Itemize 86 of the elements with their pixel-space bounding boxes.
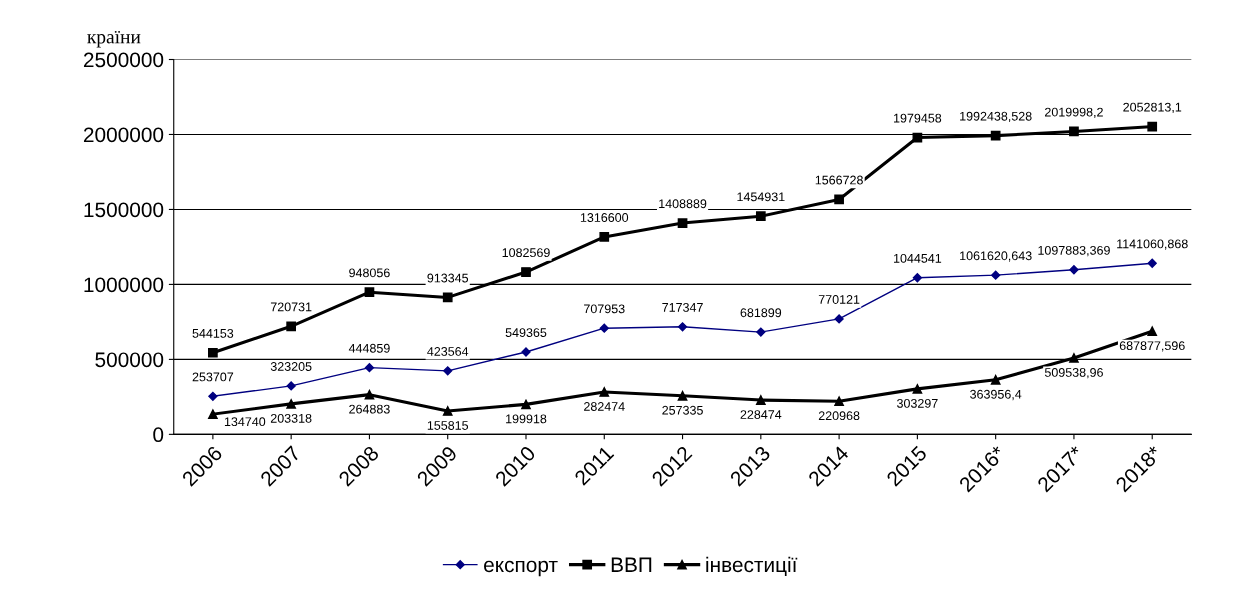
data-label: 1979458 <box>894 113 942 123</box>
data-label: 199918 <box>506 414 547 424</box>
data-label: 1141060,868 <box>1117 239 1188 250</box>
point <box>364 363 375 373</box>
point <box>834 396 844 407</box>
point <box>521 399 531 410</box>
data-label: 155815 <box>427 421 469 430</box>
point <box>677 322 688 332</box>
legend-label: ВВП <box>611 557 652 572</box>
point <box>208 409 218 420</box>
point <box>1147 258 1157 268</box>
point <box>442 292 453 303</box>
data-label: 220968 <box>818 411 860 421</box>
data-label: 1454931 <box>737 192 785 202</box>
point <box>599 323 609 333</box>
data-label: 544153 <box>192 328 234 338</box>
data-label: 228474 <box>740 410 782 419</box>
point <box>599 387 610 397</box>
data-label: 444859 <box>348 343 390 353</box>
legend-label: інвестиції <box>706 556 798 577</box>
data-label: 253707 <box>192 372 234 382</box>
y-tick-label: 0 <box>153 427 164 443</box>
data-label: 1316600 <box>580 213 629 222</box>
point <box>677 218 688 228</box>
y-tick-label: 500000 <box>95 352 164 368</box>
data-label: 282474 <box>584 402 625 411</box>
data-label: 717347 <box>662 302 703 312</box>
y-tick-label: 1500000 <box>84 202 164 218</box>
data-label: 363956,4 <box>970 389 1022 401</box>
point <box>442 406 453 416</box>
y-tick-label: 2000000 <box>83 127 164 143</box>
point <box>834 314 844 324</box>
data-label: 323205 <box>270 362 312 371</box>
point <box>1069 265 1079 275</box>
point <box>286 381 296 391</box>
data-label: 257335 <box>662 405 703 415</box>
point <box>1147 326 1158 337</box>
legend-label: експорт <box>484 560 558 577</box>
point <box>991 270 1001 280</box>
point <box>364 389 375 400</box>
point <box>755 395 766 405</box>
point <box>1069 353 1079 363</box>
data-label: 687877,596 <box>1119 341 1185 352</box>
data-label: 134740 <box>224 417 266 427</box>
data-label: 264883 <box>349 404 390 414</box>
data-label: 423564 <box>427 347 469 356</box>
y-tick-label: 2500000 <box>83 52 164 68</box>
data-label: 1566728 <box>815 175 863 185</box>
point <box>286 399 297 409</box>
chart-title: країни <box>87 30 141 48</box>
data-label: 1992438,528 <box>960 111 1032 123</box>
point <box>912 384 923 394</box>
point <box>521 267 531 277</box>
data-label: 913345 <box>427 273 469 283</box>
data-label: 509538,96 <box>1044 368 1103 379</box>
point <box>208 391 218 401</box>
data-label: 948056 <box>349 268 390 278</box>
data-label: 2019998,2 <box>1045 107 1103 118</box>
data-label: 1408889 <box>659 199 707 209</box>
point <box>677 390 688 401</box>
point <box>756 327 766 337</box>
point <box>599 232 610 242</box>
data-label: 681899 <box>740 308 782 318</box>
y-tick-label: 1000000 <box>84 277 164 293</box>
point <box>990 374 1001 385</box>
data-label: 203318 <box>270 413 312 423</box>
point <box>1147 121 1158 132</box>
data-label: 1061620,643 <box>960 251 1032 262</box>
data-label: 549365 <box>505 328 547 338</box>
data-label: 303297 <box>897 398 938 408</box>
point <box>286 321 297 332</box>
point <box>834 194 844 205</box>
data-label: 1082569 <box>502 248 550 258</box>
point <box>755 211 766 222</box>
data-label: 1097883,369 <box>1038 245 1110 257</box>
data-label: 2052813,1 <box>1123 102 1182 114</box>
point <box>1069 126 1079 137</box>
data-label: 707953 <box>584 304 625 314</box>
point <box>364 287 375 298</box>
data-label: 1044541 <box>894 253 942 263</box>
point <box>912 273 923 283</box>
point <box>208 347 218 358</box>
point <box>990 130 1001 141</box>
data-label: 770121 <box>818 295 860 304</box>
data-label: 720731 <box>270 302 312 312</box>
point <box>443 366 453 376</box>
